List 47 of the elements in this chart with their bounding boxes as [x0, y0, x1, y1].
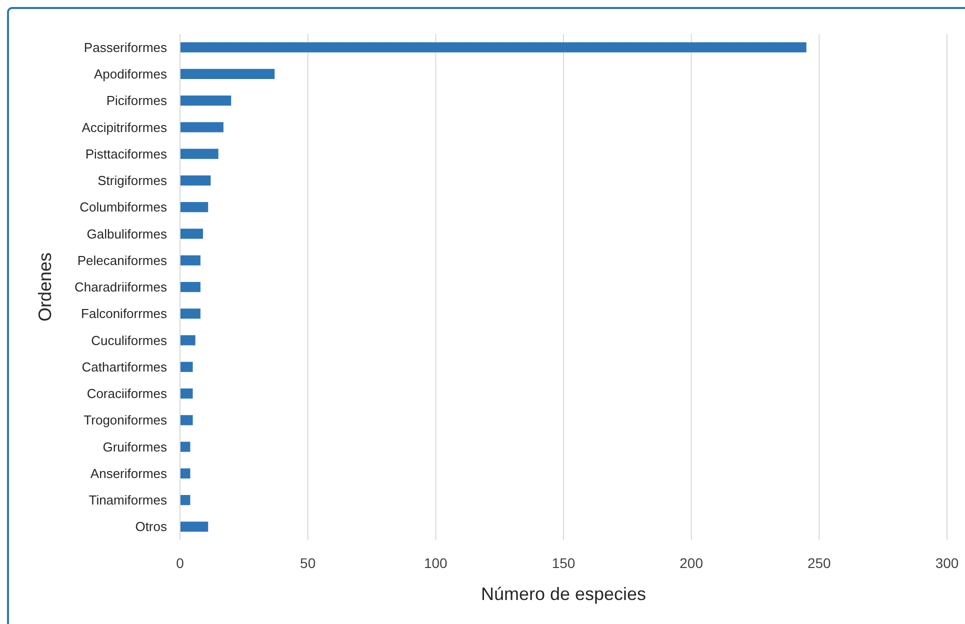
- y-tick-label: Cuculiformes: [91, 332, 168, 348]
- y-tick-label: Trogoniformes: [84, 412, 168, 428]
- y-tick-label: Gruiformes: [102, 439, 168, 454]
- bar: [180, 362, 193, 372]
- bar: [180, 308, 200, 319]
- x-tick-label: 300: [935, 555, 959, 571]
- y-tick-label: Pelecaniformes: [77, 252, 168, 268]
- x-tick-label: 150: [552, 555, 576, 571]
- y-axis-title: Ordenes: [35, 252, 55, 322]
- x-tick-label: 200: [680, 555, 704, 571]
- y-tick-label: Otros: [135, 519, 168, 534]
- y-tick-label: Accipitriformes: [82, 120, 168, 135]
- bar: [180, 122, 224, 132]
- y-tick-label: Anseriformes: [90, 466, 168, 481]
- bar: [180, 494, 190, 506]
- y-tick-label: Pisttaciformes: [85, 146, 168, 162]
- y-tick-label: Charadriiformes: [74, 280, 168, 295]
- bar: [180, 522, 208, 532]
- bar: [180, 388, 193, 399]
- bar: [180, 228, 204, 239]
- bar: [180, 468, 190, 478]
- y-tick-label: Tinamiformes: [88, 492, 168, 508]
- x-tick-label: 100: [424, 555, 448, 571]
- bar: [180, 255, 200, 266]
- x-axis-title: Número de especies: [480, 584, 646, 604]
- y-tick-label: Apodiformes: [94, 66, 168, 82]
- bar: [180, 442, 190, 452]
- bar: [180, 68, 275, 80]
- y-tick-label: Piciformes: [106, 93, 168, 108]
- bar: [180, 282, 200, 292]
- y-tick-label: Strigiformes: [98, 173, 168, 188]
- bar: [180, 335, 196, 346]
- y-tick-label: Columbiformes: [80, 200, 168, 215]
- bar: [180, 202, 208, 212]
- x-tick-label: 0: [176, 555, 184, 571]
- y-tick-label: Cathartiformes: [82, 359, 168, 374]
- y-tick-label: Coraciiformes: [86, 386, 168, 402]
- x-tick-label: 50: [300, 555, 316, 571]
- x-tick-label: 250: [807, 555, 832, 571]
- y-tick-label: Passeriformes: [84, 40, 168, 55]
- bar: [180, 415, 193, 426]
- y-tick-label: Falconiforrmes: [81, 306, 168, 322]
- y-tick-label: Galbuliformes: [86, 226, 168, 242]
- bar: [180, 42, 806, 52]
- bar: [180, 148, 218, 159]
- bar: [180, 96, 232, 106]
- bar: [180, 175, 211, 186]
